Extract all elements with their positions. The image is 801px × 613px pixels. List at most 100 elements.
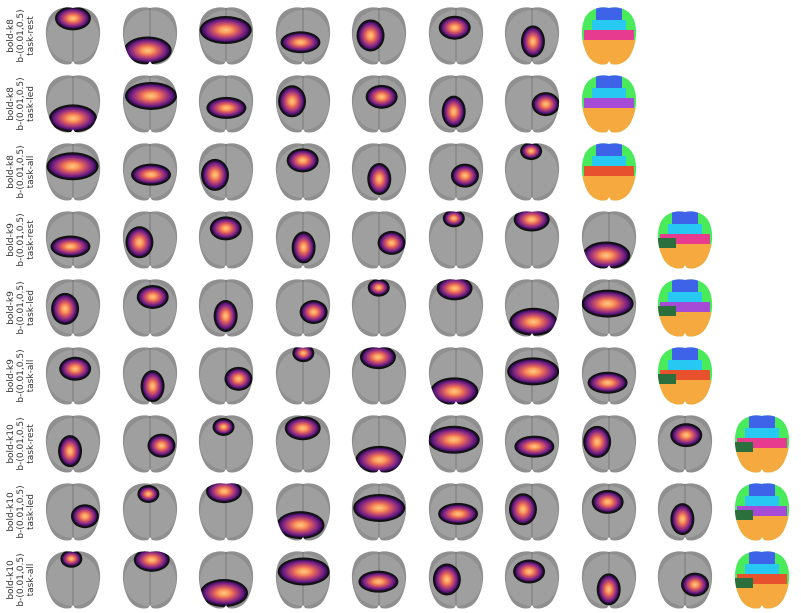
activation-blob (357, 447, 402, 472)
component-map (119, 4, 181, 68)
parcellation-map (654, 276, 716, 340)
activation-blob (443, 97, 464, 126)
activation-blob (509, 359, 558, 384)
component-map (501, 548, 563, 612)
activation-blob (60, 437, 81, 466)
component-map (195, 140, 257, 204)
parcel-region (583, 30, 634, 40)
component-map (425, 208, 487, 272)
activation-blob (279, 87, 304, 116)
figure-row: bold-k9 b-(0.01,0.5) task-led (0, 275, 801, 341)
parcel-region (660, 234, 710, 244)
parcel-region (734, 448, 789, 473)
row-label-line: task-rest (26, 424, 36, 464)
component-map (425, 412, 487, 476)
component-map (42, 480, 104, 544)
component-map (42, 344, 104, 408)
activation-blob (293, 233, 314, 262)
parcellation-map (731, 412, 793, 476)
activation-blob (358, 21, 383, 50)
activation-blob (208, 483, 241, 502)
activation-blob (369, 164, 390, 193)
activation-blob (286, 418, 319, 439)
row-label-line: task-all (26, 155, 36, 189)
activation-blob (361, 347, 394, 368)
activation-blob (589, 373, 626, 392)
parcellation-map (578, 4, 640, 68)
activation-blob (583, 291, 632, 316)
component-map (501, 72, 563, 136)
component-map (195, 276, 257, 340)
row-label-line: bold-k10 (6, 560, 16, 600)
component-map (195, 4, 257, 68)
figure-row: bold-k10 b-(0.01,0.5) task-led (0, 479, 801, 545)
row-label-line: b-(0.01,0.5) (16, 349, 26, 403)
parcel-region (668, 360, 702, 370)
component-map (501, 344, 563, 408)
component-map (119, 208, 181, 272)
component-map (119, 140, 181, 204)
component-map (195, 480, 257, 544)
activation-blob (431, 379, 476, 404)
component-map (119, 276, 181, 340)
component-map (425, 140, 487, 204)
figure-row: bold-k8 b-(0.01,0.5) task-led (0, 71, 801, 137)
activation-blob (598, 575, 619, 604)
activation-blob (72, 506, 97, 527)
parcel-region (672, 347, 698, 360)
row-label-line: task-all (26, 359, 36, 393)
activation-blob (511, 309, 556, 334)
activation-blob (369, 280, 388, 295)
activation-blob (50, 106, 95, 131)
activation-blob (61, 358, 90, 379)
activation-blob (56, 8, 89, 29)
activation-blob (215, 301, 236, 330)
component-map (348, 344, 410, 408)
component-map (119, 548, 181, 612)
activation-blob (211, 218, 240, 239)
parcel-region (748, 415, 775, 428)
component-map (272, 344, 334, 408)
parcel-region (658, 238, 676, 248)
row-label-line: bold-k8 (6, 87, 16, 121)
component-map (42, 412, 104, 476)
parcel-region (736, 506, 787, 516)
activation-blob (522, 27, 543, 56)
row-label-line: b-(0.01,0.5) (16, 485, 26, 539)
component-map (425, 276, 487, 340)
figure-row: bold-k8 b-(0.01,0.5) task-rest (0, 3, 801, 69)
component-map (272, 72, 334, 136)
parcel-region (583, 166, 634, 176)
row-label-line: bold-k10 (6, 492, 16, 532)
activation-blob (429, 427, 478, 452)
component-map (195, 412, 257, 476)
parcellation-map (654, 208, 716, 272)
activation-blob (583, 243, 628, 268)
activation-blob (48, 154, 97, 179)
row-label: bold-k9 b-(0.01,0.5) task-led (0, 275, 42, 341)
activation-blob (584, 427, 609, 456)
activation-blob (440, 17, 469, 38)
parcel-region (581, 176, 636, 201)
parcel-region (672, 211, 698, 224)
parcel-region (748, 483, 775, 496)
row-label-line: task-led (26, 290, 36, 326)
parcel-region (581, 108, 636, 133)
component-map (272, 208, 334, 272)
activation-blob (533, 94, 558, 115)
activation-blob (135, 551, 168, 570)
parcel-region (583, 98, 634, 108)
parcel-region (657, 244, 713, 269)
parcel-region (660, 302, 710, 312)
row-label: bold-k10 b-(0.01,0.5) task-rest (0, 411, 42, 477)
activation-blob (125, 38, 170, 63)
component-map (654, 548, 716, 612)
parcel-region (734, 584, 789, 609)
activation-blob (438, 279, 471, 299)
row-label: bold-k8 b-(0.01,0.5) task-led (0, 71, 42, 137)
parcel-region (668, 292, 702, 302)
component-map (272, 276, 334, 340)
row-label: bold-k9 b-(0.01,0.5) task-all (0, 343, 42, 409)
parcel-region (657, 312, 713, 337)
component-map (348, 140, 410, 204)
